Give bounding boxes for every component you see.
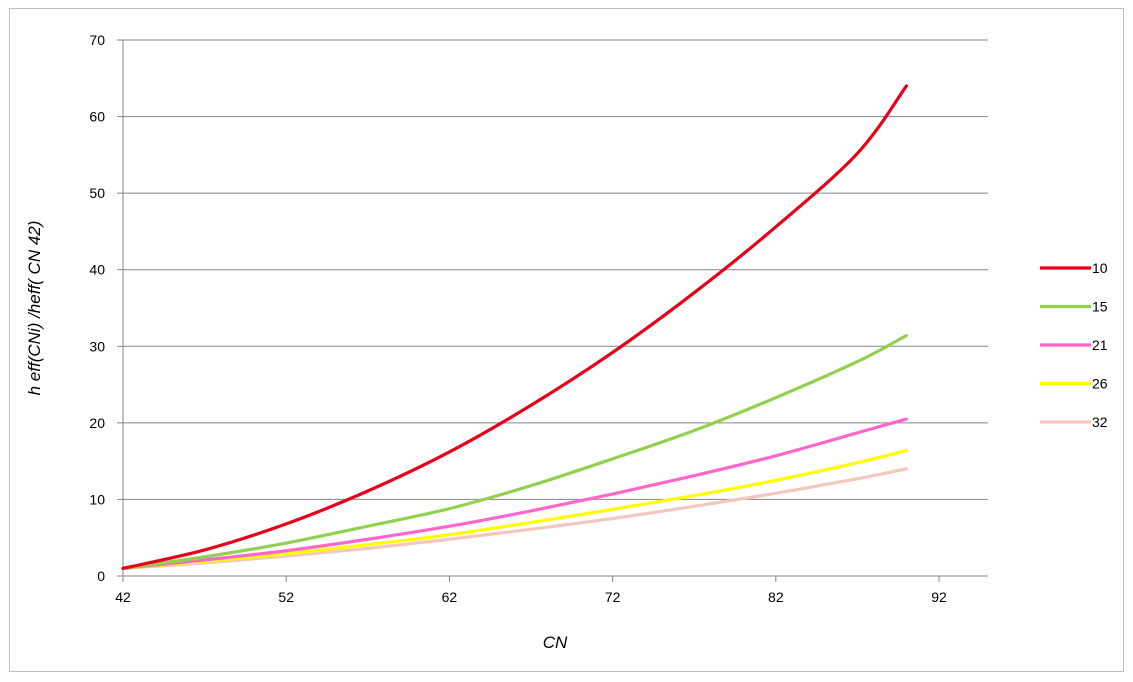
x-tick-label: 62 <box>442 589 458 605</box>
y-tick-label: 70 <box>89 32 105 48</box>
x-tick-label: 52 <box>278 589 294 605</box>
x-tick-label: 92 <box>931 589 947 605</box>
y-tick-label: 0 <box>97 568 105 584</box>
legend-label-32: 32 <box>1092 414 1108 430</box>
x-tick-label: 82 <box>768 589 784 605</box>
y-axis-title: h eff(CNi) /heff( CN 42) <box>25 221 44 396</box>
series-line-32 <box>121 467 908 570</box>
axes <box>122 40 988 577</box>
y-tick-label: 10 <box>89 491 105 507</box>
series-line-21 <box>121 417 908 570</box>
series-line-26 <box>121 448 908 570</box>
y-tick-label: 50 <box>89 185 105 201</box>
legend-label-15: 15 <box>1092 299 1108 315</box>
legend-label-21: 21 <box>1092 337 1108 353</box>
legend-label-26: 26 <box>1092 376 1108 392</box>
series-line-10 <box>121 84 908 570</box>
y-tick-label: 60 <box>89 109 105 125</box>
series-line-15 <box>121 333 908 570</box>
x-tick-label: 42 <box>115 589 131 605</box>
x-tick-label: 72 <box>605 589 621 605</box>
tick-labels: 0 10 20 30 40 50 60 70 42 52 62 72 82 92 <box>89 32 947 605</box>
series-lines <box>121 84 908 570</box>
gridlines <box>117 39 988 582</box>
y-tick-label: 40 <box>89 262 105 278</box>
y-tick-label: 30 <box>89 338 105 354</box>
x-axis-title: CN <box>543 633 568 652</box>
y-tick-label: 20 <box>89 415 105 431</box>
legend-label-10: 10 <box>1092 260 1108 276</box>
legend: 10 15 21 26 32 <box>1040 260 1108 430</box>
